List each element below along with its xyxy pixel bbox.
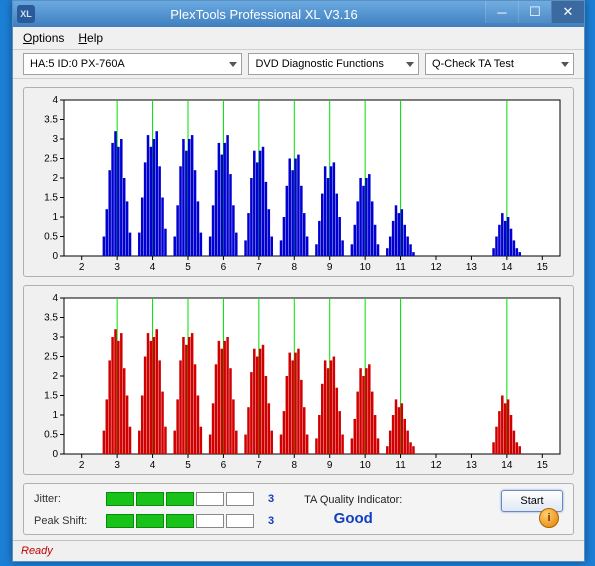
svg-text:6: 6 xyxy=(221,262,227,273)
quality-value: Good xyxy=(304,510,402,527)
svg-text:2: 2 xyxy=(52,371,58,382)
svg-text:6: 6 xyxy=(221,460,227,471)
svg-text:7: 7 xyxy=(256,262,262,273)
metric-box xyxy=(166,492,194,506)
jitter-row: Jitter: 3 xyxy=(34,492,274,506)
device-combo-value: HA:5 ID:0 PX-760A xyxy=(30,58,125,70)
chart-top-panel: 0 0.5 1 1.5 2 2.5 3 3.5 4 2 3 4 5 6 7 8 9 10 11 12 13 14 15 xyxy=(23,87,574,277)
svg-text:3: 3 xyxy=(52,332,58,343)
device-combo[interactable]: HA:5 ID:0 PX-760A xyxy=(23,53,242,75)
svg-text:5: 5 xyxy=(185,262,191,273)
metric-box xyxy=(196,514,224,528)
svg-text:1.5: 1.5 xyxy=(44,391,58,402)
svg-text:5: 5 xyxy=(185,460,191,471)
svg-text:3.5: 3.5 xyxy=(44,115,58,126)
svg-text:1: 1 xyxy=(52,410,58,421)
svg-text:10: 10 xyxy=(360,262,372,273)
svg-text:0.5: 0.5 xyxy=(44,430,58,441)
status-text: Ready xyxy=(21,545,53,557)
svg-text:15: 15 xyxy=(537,262,549,273)
metric-box xyxy=(226,514,254,528)
chevron-down-icon xyxy=(229,62,237,67)
chart-bottom: 0 0.5 1 1.5 2 2.5 3 3.5 4 2 3 4 5 6 7 8 9 10 11 12 13 14 15 xyxy=(30,292,566,472)
metric-box xyxy=(106,514,134,528)
svg-text:14: 14 xyxy=(501,460,513,471)
results-panel: Jitter: 3 Peak Shift: 3 TA Quality Indic… xyxy=(23,483,574,535)
window-title: PlexTools Professional XL V3.16 xyxy=(43,7,485,22)
statusbar: Ready xyxy=(13,540,584,561)
svg-text:9: 9 xyxy=(327,460,333,471)
svg-text:2: 2 xyxy=(52,173,58,184)
svg-text:4: 4 xyxy=(52,293,58,304)
jitter-boxes xyxy=(106,492,254,506)
function-combo[interactable]: DVD Diagnostic Functions xyxy=(248,53,419,75)
svg-text:11: 11 xyxy=(395,460,406,471)
metric-box xyxy=(136,492,164,506)
metric-box xyxy=(106,492,134,506)
quality-label: TA Quality Indicator: xyxy=(304,494,402,506)
svg-text:0: 0 xyxy=(52,449,58,460)
metric-box xyxy=(226,492,254,506)
svg-text:14: 14 xyxy=(501,262,513,273)
svg-text:3: 3 xyxy=(114,262,120,273)
svg-text:3: 3 xyxy=(114,460,120,471)
svg-text:0: 0 xyxy=(52,251,58,262)
maximize-button[interactable]: ☐ xyxy=(518,1,551,23)
svg-text:10: 10 xyxy=(360,460,372,471)
peak-label: Peak Shift: xyxy=(34,515,96,527)
minimize-button[interactable]: ─ xyxy=(485,1,518,23)
test-combo[interactable]: Q-Check TA Test xyxy=(425,53,574,75)
svg-text:3.5: 3.5 xyxy=(44,313,58,324)
svg-text:12: 12 xyxy=(430,262,442,273)
menubar: Options Help xyxy=(13,27,584,50)
peak-boxes xyxy=(106,514,254,528)
function-combo-value: DVD Diagnostic Functions xyxy=(255,58,383,70)
app-icon: XL xyxy=(17,5,35,23)
jitter-label: Jitter: xyxy=(34,493,96,505)
svg-text:4: 4 xyxy=(150,262,156,273)
svg-text:12: 12 xyxy=(430,460,442,471)
svg-text:7: 7 xyxy=(256,460,262,471)
svg-text:2.5: 2.5 xyxy=(44,154,58,165)
titlebar: XL PlexTools Professional XL V3.16 ─ ☐ ✕ xyxy=(13,1,584,27)
peak-row: Peak Shift: 3 xyxy=(34,514,274,528)
toolbar: HA:5 ID:0 PX-760A DVD Diagnostic Functio… xyxy=(13,50,584,79)
peak-value: 3 xyxy=(268,515,274,527)
metric-box xyxy=(166,514,194,528)
metric-box xyxy=(136,514,164,528)
chevron-down-icon xyxy=(561,62,569,67)
metrics: Jitter: 3 Peak Shift: 3 xyxy=(34,492,274,528)
svg-text:1.5: 1.5 xyxy=(44,193,58,204)
chevron-down-icon xyxy=(406,62,414,67)
svg-text:0.5: 0.5 xyxy=(44,232,58,243)
test-combo-value: Q-Check TA Test xyxy=(432,58,514,70)
close-button[interactable]: ✕ xyxy=(551,1,584,23)
jitter-value: 3 xyxy=(268,493,274,505)
menu-options[interactable]: Options xyxy=(23,31,64,45)
svg-text:9: 9 xyxy=(327,262,333,273)
svg-text:13: 13 xyxy=(466,262,478,273)
chart-top: 0 0.5 1 1.5 2 2.5 3 3.5 4 2 3 4 5 6 7 8 9 10 11 12 13 14 15 xyxy=(30,94,566,274)
svg-text:4: 4 xyxy=(150,460,156,471)
svg-text:8: 8 xyxy=(292,460,298,471)
window-controls: ─ ☐ ✕ xyxy=(485,1,584,27)
svg-text:1: 1 xyxy=(52,212,58,223)
metric-box xyxy=(196,492,224,506)
menu-help[interactable]: Help xyxy=(78,31,103,45)
svg-text:3: 3 xyxy=(52,134,58,145)
chart-bottom-panel: 0 0.5 1 1.5 2 2.5 3 3.5 4 2 3 4 5 6 7 8 9 10 11 12 13 14 15 xyxy=(23,285,574,475)
svg-text:8: 8 xyxy=(292,262,298,273)
svg-text:2: 2 xyxy=(79,460,85,471)
chart-area: 00.511.522.533.5423456789101112131415 00… xyxy=(13,79,584,479)
svg-text:13: 13 xyxy=(466,460,478,471)
quality-block: TA Quality Indicator: Good xyxy=(304,494,402,527)
svg-text:11: 11 xyxy=(395,262,406,273)
info-icon[interactable]: i xyxy=(539,508,559,528)
svg-text:15: 15 xyxy=(537,460,549,471)
svg-text:2.5: 2.5 xyxy=(44,352,58,363)
svg-text:4: 4 xyxy=(52,95,58,106)
app-window: XL PlexTools Professional XL V3.16 ─ ☐ ✕… xyxy=(12,0,585,562)
svg-text:2: 2 xyxy=(79,262,85,273)
